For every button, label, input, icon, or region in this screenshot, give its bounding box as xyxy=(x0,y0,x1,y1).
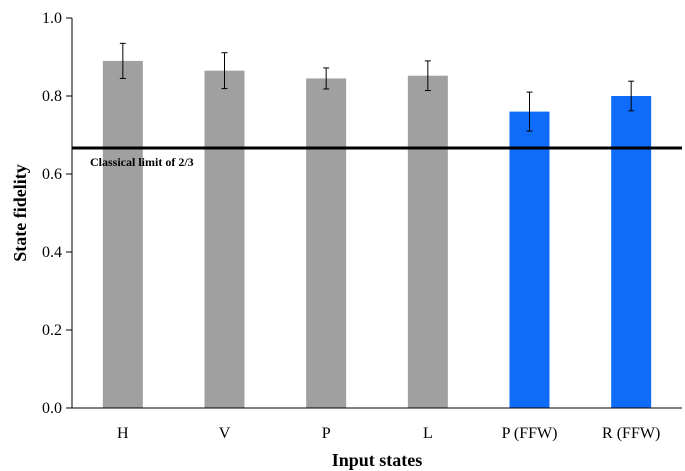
y-axis-ticks: 0.0 0.2 0.4 0.6 0.8 1.0 xyxy=(42,10,72,417)
y-axis-title: State fidelity xyxy=(10,164,30,261)
bar xyxy=(509,111,550,408)
y-tick-label: 0.4 xyxy=(42,244,62,261)
x-tick-label: P xyxy=(322,425,331,442)
y-tick-label: 0.6 xyxy=(42,166,62,183)
bar xyxy=(611,96,652,408)
x-tick-label: P (FFW) xyxy=(502,425,558,442)
bar xyxy=(102,60,143,409)
x-axis-title: Input states xyxy=(332,450,423,470)
x-tick-label: V xyxy=(219,425,231,442)
y-tick-label: 0.8 xyxy=(42,88,62,105)
y-tick-label: 1.0 xyxy=(42,10,62,27)
x-axis-tick-labels: H V P L P (FFW) R (FFW) xyxy=(117,425,660,442)
bar xyxy=(407,75,448,408)
bar xyxy=(204,70,245,409)
y-tick-label: 0.0 xyxy=(42,400,62,417)
x-tick-label: H xyxy=(117,425,129,442)
error-bars xyxy=(119,42,635,132)
x-tick-label: L xyxy=(423,425,433,442)
bars xyxy=(102,60,652,409)
classical-limit-label: Classical limit of 2/3 xyxy=(90,155,194,169)
y-tick-label: 0.2 xyxy=(42,322,62,339)
bar xyxy=(306,78,347,408)
x-tick-label: R (FFW) xyxy=(602,425,660,442)
